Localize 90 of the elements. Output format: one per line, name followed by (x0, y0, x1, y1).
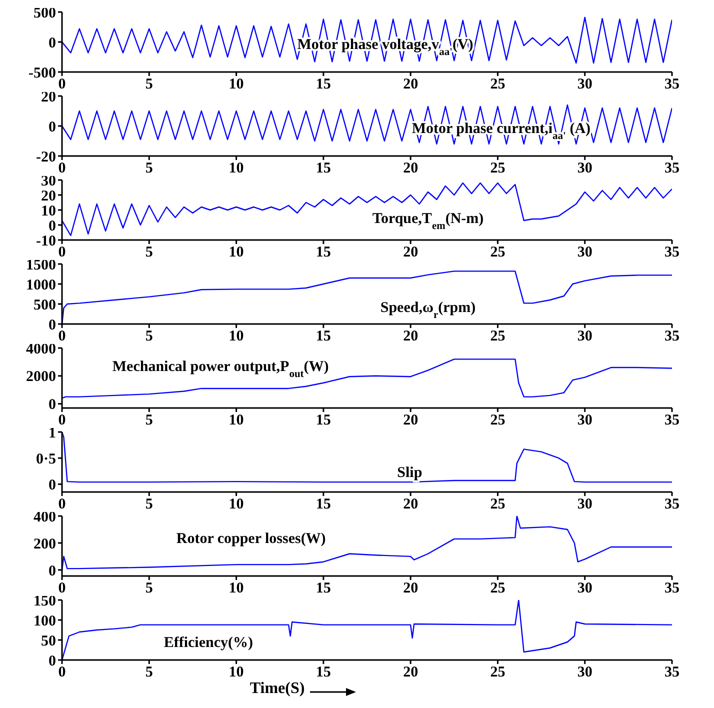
x-tick-label: 35 (664, 580, 680, 597)
x-tick-label: 30 (577, 160, 592, 177)
x-tick-label: 10 (228, 664, 244, 681)
x-tick-label: 35 (664, 160, 680, 177)
x-tick-label: 25 (490, 244, 506, 261)
x-tick-label: 15 (316, 580, 331, 597)
x-tick-label: 15 (316, 160, 331, 177)
x-tick-label: 10 (228, 160, 244, 177)
series-label: Speed,ω$_{r}$(rpm) (380, 300, 476, 320)
x-tick-label: 30 (577, 664, 592, 681)
x-tick-label: 25 (490, 496, 506, 513)
x-tick-label: 30 (577, 328, 592, 345)
y-tick-label: 0·5 (36, 451, 56, 468)
x-tick-label: 5 (145, 664, 153, 681)
x-tick-label: 10 (228, 76, 244, 93)
x-tick-label: 15 (316, 496, 331, 513)
y-tick-label: 2000 (26, 369, 56, 386)
x-tick-label: 10 (228, 328, 244, 345)
x-tick-label: 5 (145, 160, 153, 177)
series-label: Rotor copper losses(W) (176, 531, 326, 547)
x-tick-label: 30 (577, 496, 592, 513)
x-tick-label: 20 (403, 580, 418, 597)
series-label: Mechanical power output,P$_{out}$(W) (112, 358, 329, 380)
x-tick-label: 5 (145, 328, 153, 345)
series-label: Torque,T$_{em}$(N-m) (372, 211, 484, 232)
x-tick-label: 25 (490, 160, 506, 177)
x-tick-label: 5 (145, 412, 153, 429)
x-tick-label: 25 (490, 580, 506, 597)
series-label: Efficiency(%) (164, 634, 253, 651)
y-tick-label: 0 (48, 119, 56, 136)
x-tick-label: 25 (490, 664, 506, 681)
x-tick-label: 20 (403, 328, 418, 345)
x-tick-label: 35 (664, 412, 680, 429)
x-tick-label: 30 (577, 580, 592, 597)
line-series (62, 16, 672, 64)
x-tick-label: 30 (577, 244, 592, 261)
x-axis-title: Time(S) (250, 680, 305, 698)
x-tick-label: 10 (228, 412, 244, 429)
x-tick-label: 25 (490, 328, 506, 345)
x-tick-label: 15 (316, 412, 331, 429)
y-tick-label: 0 (48, 317, 56, 334)
x-tick-label: 15 (316, 76, 331, 93)
x-tick-label: 20 (403, 664, 418, 681)
x-tick-label: 10 (228, 496, 244, 513)
x-tick-label: 10 (228, 580, 244, 597)
line-series (62, 432, 672, 483)
x-tick-label: 15 (316, 664, 331, 681)
x-tick-label: 15 (316, 328, 331, 345)
x-tick-label: 35 (664, 76, 680, 93)
x-tick-label: 20 (403, 496, 418, 513)
y-tick-label: 1000 (26, 277, 56, 294)
x-tick-label: 20 (403, 160, 418, 177)
x-tick-label: 5 (145, 244, 153, 261)
x-tick-label: 10 (228, 244, 244, 261)
x-tick-label: 35 (664, 244, 680, 261)
x-tick-label: 5 (145, 580, 153, 597)
x-tick-label: 25 (490, 412, 506, 429)
x-tick-label: 20 (403, 76, 418, 93)
x-tick-label: 35 (664, 328, 680, 345)
x-tick-label: 20 (403, 244, 418, 261)
y-tick-label: 10 (41, 203, 56, 220)
y-tick-label: 0 (48, 397, 56, 414)
y-tick-label: 0 (48, 478, 56, 494)
x-tick-label: 5 (145, 496, 153, 513)
y-tick-label: -10 (36, 233, 56, 250)
x-tick-label: 30 (577, 76, 592, 93)
y-tick-label: 0 (48, 563, 56, 580)
y-tick-label: 200 (34, 536, 56, 552)
series-label: Slip (397, 465, 422, 481)
y-tick-label: 50 (41, 633, 56, 650)
x-tick-label: 5 (145, 76, 153, 93)
y-tick-label: 100 (34, 613, 56, 630)
line-series (62, 358, 672, 399)
y-tick-label: -500 (28, 65, 56, 82)
y-tick-label: 0 (48, 35, 56, 52)
x-tick-label: 35 (664, 496, 680, 513)
x-tick-label: 35 (664, 664, 680, 681)
x-tick-label: 15 (316, 244, 331, 261)
y-tick-label: 20 (41, 188, 56, 204)
line-series (62, 104, 672, 145)
y-tick-label: 0 (48, 218, 56, 234)
y-tick-label: -20 (36, 149, 56, 166)
line-series (62, 182, 672, 236)
line-series (62, 600, 672, 660)
x-tick-label: 30 (577, 412, 592, 429)
line-series (62, 516, 672, 571)
x-tick-label: 20 (403, 412, 418, 429)
y-tick-label: 0 (48, 653, 56, 670)
x-tick-label: 25 (490, 76, 506, 93)
y-tick-label: 500 (34, 297, 56, 314)
